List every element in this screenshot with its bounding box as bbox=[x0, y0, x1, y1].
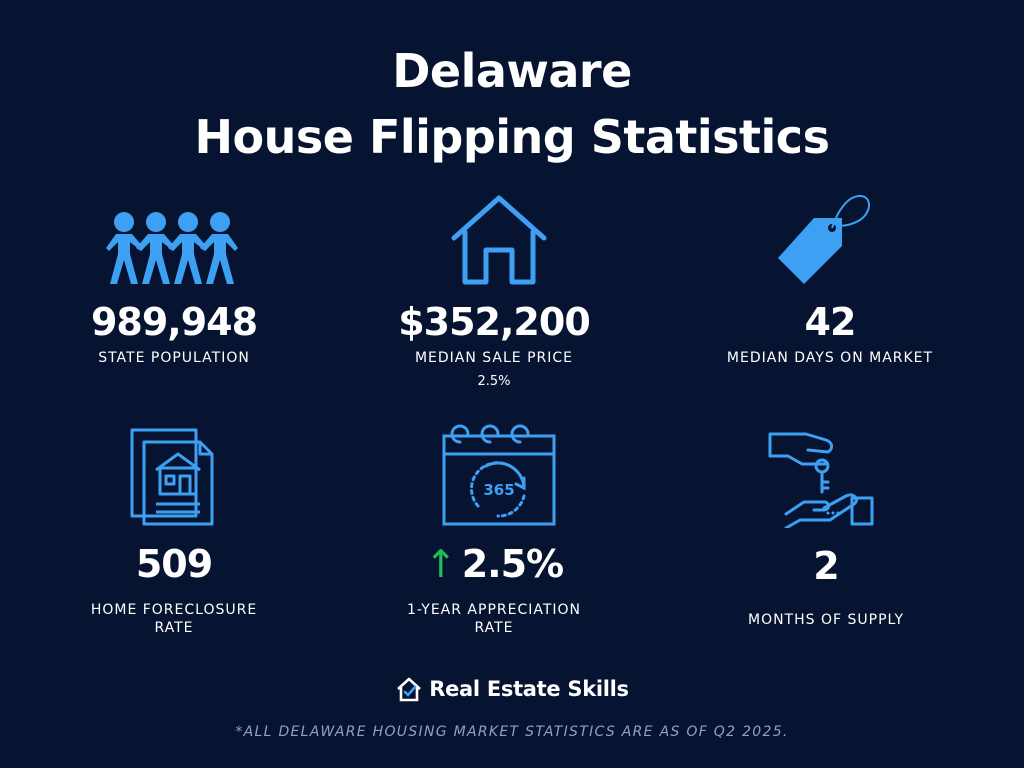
page-title-line1: Delaware bbox=[392, 44, 632, 98]
price-tag-icon bbox=[778, 194, 870, 284]
brand-logo: Real Estate Skills bbox=[0, 676, 1024, 702]
house-check-icon bbox=[397, 677, 422, 702]
house-documents-icon bbox=[130, 428, 214, 526]
appreciation-value-text: 2.5% bbox=[461, 542, 564, 586]
foreclosure-label-line2: RATE bbox=[154, 620, 194, 636]
footnote: *ALL DELAWARE HOUSING MARKET STATISTICS … bbox=[235, 724, 789, 740]
appreciation-value: ↑ 2.5% bbox=[374, 542, 614, 586]
days-on-market-label: MEDIAN DAYS ON MARKET bbox=[726, 350, 934, 366]
median-sale-price-value: $352,200 bbox=[398, 300, 591, 344]
people-chain-icon bbox=[106, 212, 238, 284]
median-sale-price-change: 2.5% bbox=[477, 374, 511, 389]
svg-text:365: 365 bbox=[483, 481, 514, 499]
hand-keys-icon bbox=[768, 432, 874, 528]
foreclosure-label-line1: HOME FORECLOSURE bbox=[90, 602, 258, 618]
population-label: STATE POPULATION bbox=[98, 350, 250, 366]
house-icon bbox=[451, 195, 547, 285]
arrow-up-icon: ↑ bbox=[424, 542, 457, 586]
foreclosure-value: 509 bbox=[135, 542, 213, 586]
supply-label: MONTHS OF SUPPLY bbox=[747, 612, 905, 628]
appreciation-label-line1: 1-YEAR APPRECIATION bbox=[406, 602, 582, 618]
median-sale-price-label: MEDIAN SALE PRICE bbox=[414, 350, 574, 366]
appreciation-label-line2: RATE bbox=[474, 620, 514, 636]
page-title-line2: House Flipping Statistics bbox=[194, 110, 830, 164]
population-value: 989,948 bbox=[90, 300, 258, 344]
calendar-365-icon: 365 bbox=[442, 424, 556, 526]
brand-name: Real Estate Skills bbox=[429, 677, 629, 701]
supply-value: 2 bbox=[813, 544, 839, 588]
days-on-market-value: 42 bbox=[804, 300, 857, 344]
